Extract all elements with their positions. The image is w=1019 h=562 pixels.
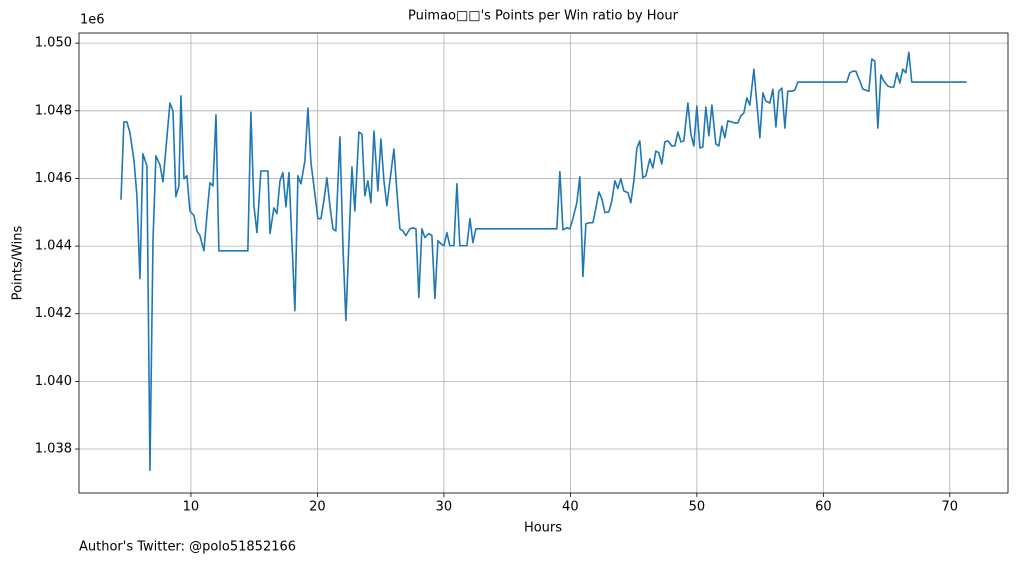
x-tick-label: 60	[815, 500, 832, 515]
chart-title: Puimao□□'s Points per Win ratio by Hour	[408, 9, 679, 24]
y-tick-label: 1.048	[35, 103, 72, 118]
y-tick-label: 1.042	[35, 306, 72, 321]
x-tick-label: 70	[942, 500, 959, 515]
y-tick-label: 1.040	[35, 374, 72, 389]
y-tick-label: 1.050	[35, 36, 72, 51]
y-tick-label: 1.046	[35, 171, 72, 186]
x-tick-label: 50	[689, 500, 706, 515]
data-line	[120, 51, 967, 472]
y-tick-label: 1.044	[35, 239, 72, 254]
x-tick-label: 20	[309, 500, 326, 515]
y-axis-label: Points/Wins	[11, 225, 26, 300]
x-tick-label: 30	[436, 500, 453, 515]
y-offset-label: 1e6	[80, 13, 105, 28]
x-tick-label: 40	[562, 500, 579, 515]
x-tick-label: 10	[183, 500, 200, 515]
footnote: Author's Twitter: @polo51852166	[79, 540, 296, 555]
x-axis-label: Hours	[524, 521, 562, 536]
y-tick-label: 1.038	[35, 442, 72, 457]
plot-frame	[78, 32, 1009, 494]
